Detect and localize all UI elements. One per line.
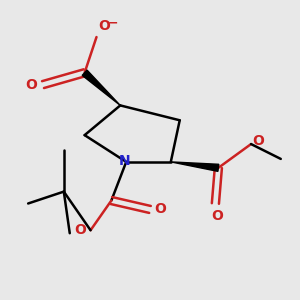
Text: O: O	[25, 78, 37, 92]
Text: O: O	[154, 202, 166, 216]
Text: O: O	[98, 19, 110, 33]
Text: O: O	[211, 209, 223, 224]
Polygon shape	[171, 162, 219, 171]
Text: N: N	[119, 154, 130, 168]
Text: O: O	[74, 223, 86, 237]
Polygon shape	[82, 70, 120, 105]
Text: O: O	[253, 134, 264, 148]
Text: −: −	[108, 16, 118, 30]
